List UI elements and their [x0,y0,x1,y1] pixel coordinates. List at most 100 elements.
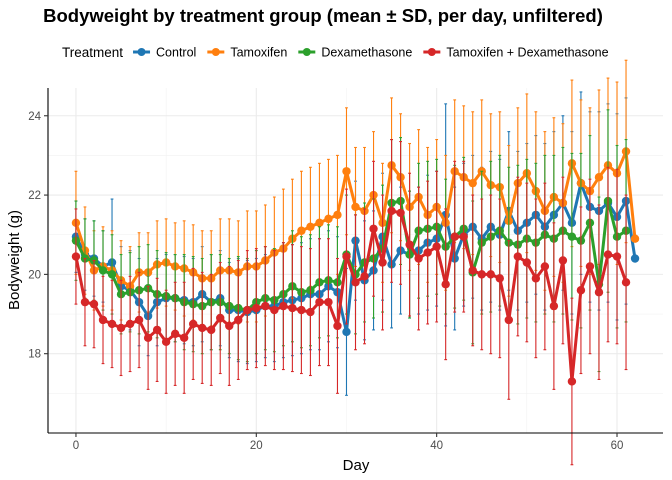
data-point [89,299,99,309]
data-point [161,337,171,346]
data-point [603,250,613,259]
data-point [152,325,162,335]
legend-key-point [302,48,311,56]
data-point [297,226,306,235]
data-point [405,240,414,249]
data-point [80,297,90,307]
data-point [234,315,243,325]
chart-title: Bodyweight by treatment group (mean ± SD… [43,5,603,26]
data-point [315,297,324,307]
data-point [441,280,450,289]
data-point [188,319,198,329]
legend-item-tamoxifen-dexamethasone: Tamoxifen + Dexamethasone [423,46,609,60]
data-point [504,315,513,325]
data-point [324,297,333,307]
data-point [342,167,351,176]
legend-item-control: Control [133,46,196,60]
x-tick-label: 20 [250,440,263,452]
data-point [540,262,550,271]
data-point [522,258,532,267]
x-tick-label: 0 [73,440,79,452]
data-point [225,321,234,331]
y-tick-label: 24 [28,111,41,123]
legend-key-point [137,48,146,56]
data-point [324,214,333,224]
legend-label: Tamoxifen [230,46,287,60]
data-point [576,286,586,295]
data-point [414,254,423,263]
data-point [549,301,559,311]
data-point [170,329,180,339]
data-point [315,218,324,228]
data-point [351,278,360,287]
data-point [450,232,459,241]
series-tamoxifen-dexamethasone [71,139,631,466]
data-point [270,305,279,315]
legend-label: Tamoxifen + Dexamethasone [446,46,608,60]
data-point [459,232,468,241]
data-point [486,270,495,279]
legend-label: Control [156,46,196,60]
data-point [179,333,189,343]
x-tick-label: 60 [611,440,624,452]
data-point [567,377,577,386]
data-point [351,202,360,212]
axes: 0 20 40 60 18 20 22 24 [28,88,663,452]
data-point [297,305,306,315]
data-point [468,178,477,188]
legend-item-tamoxifen: Tamoxifen [207,46,287,60]
data-point [243,305,252,315]
data-point [306,307,315,317]
y-tick-label: 18 [28,349,41,361]
data-point [107,319,117,329]
data-point [594,173,604,182]
data-point [125,319,135,329]
x-tick-label: 40 [430,440,443,452]
data-point [468,266,477,275]
series-layer [71,59,640,466]
data-point [261,301,270,311]
y-tick-label: 20 [28,269,41,281]
legend-key-point [211,48,220,56]
data-point [477,270,486,279]
data-point [71,252,81,261]
data-point [216,313,225,323]
data-point [396,208,405,218]
data-point [333,210,342,220]
y-tick-label: 22 [28,190,41,202]
legend-key-point [427,48,436,56]
x-axis-title: Day [343,457,370,474]
data-point [98,315,108,325]
data-point [378,258,387,267]
data-point [288,303,297,313]
data-point [612,252,622,261]
data-point [567,232,577,241]
data-point [585,262,595,271]
data-point [342,327,351,337]
data-point [531,274,541,283]
data-point [252,303,261,313]
data-point [432,242,441,251]
data-point [143,333,153,343]
data-point [279,301,288,311]
data-point [134,315,144,325]
data-point [621,278,631,287]
data-point [98,266,108,275]
data-point [342,252,351,261]
legend-item-dexamethasone: Dexamethasone [298,46,412,60]
legend-title: Treatment [62,45,123,60]
data-point [116,323,126,333]
data-point [198,323,207,333]
data-point [594,288,604,297]
data-point [107,270,117,279]
data-point [333,321,342,331]
data-point [558,256,568,265]
data-point [630,234,640,243]
y-axis-title: Bodyweight (g) [6,210,23,310]
legend-label: Dexamethasone [321,46,412,60]
data-point [360,272,369,281]
legend: Treatment Control Tamoxifen Dexamethasone Ta… [62,45,609,60]
data-point [207,325,216,335]
data-point [630,254,640,263]
